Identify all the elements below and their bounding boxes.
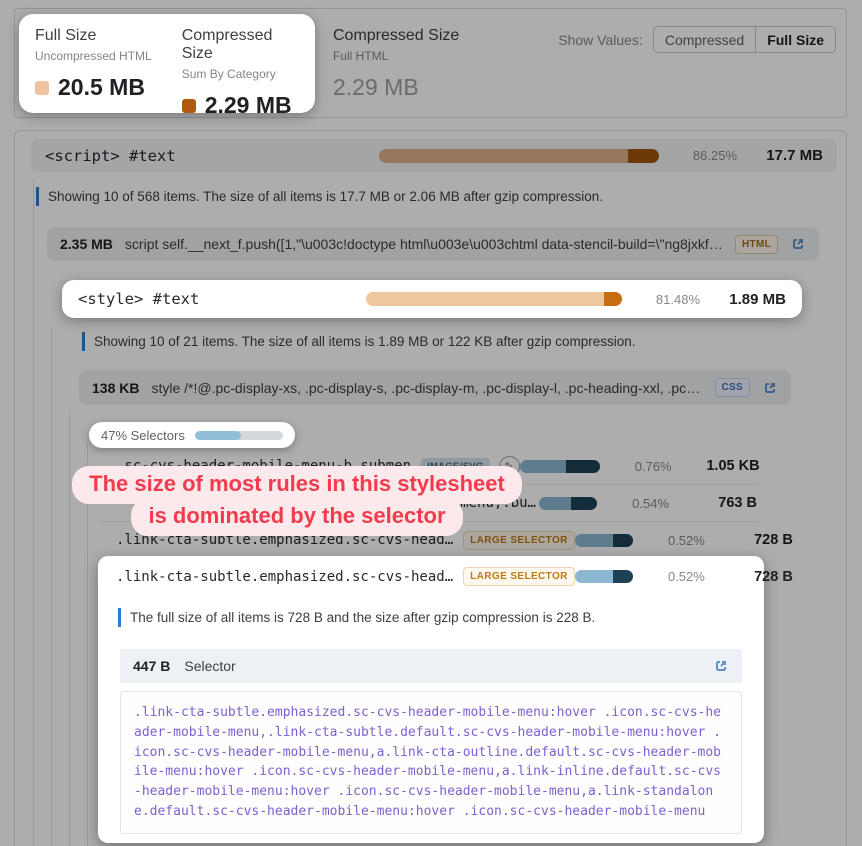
rule-row[interactable]: .link-cta-subtle.emphasized.sc-cvs-head…… (99, 522, 793, 559)
rule-size: 763 B (718, 495, 757, 511)
css-badge: CSS (714, 378, 750, 397)
indent-guide (51, 327, 52, 846)
selector-label: Selector (184, 658, 236, 674)
large-selector-badge: LARGE SELECTOR (463, 530, 575, 550)
rule-percent: 0.52% (667, 532, 705, 548)
indent-guide (87, 443, 88, 846)
html-badge: HTML (735, 234, 778, 254)
tooltip-line: is dominated by the selector (131, 498, 463, 536)
selector-size: 447 B (133, 658, 171, 674)
rule-size: 728 B (754, 532, 793, 548)
show-values-control: Show Values: Compressed Full Size (558, 26, 836, 53)
items-note: Showing 10 of 21 items. The size of all … (82, 332, 636, 351)
toggle-compressed[interactable]: Compressed (654, 27, 755, 52)
stat-value: 2.29 MB (333, 74, 419, 100)
summary-bar: Full Size Uncompressed HTML 20.5 MB Comp… (14, 8, 847, 118)
rule-selector: .link-cta-subtle.emphasized.sc-cvs-head… (116, 568, 454, 585)
group-name: <script> #text (45, 146, 176, 165)
stat-subtitle: Sum By Category (181, 67, 276, 81)
ratio-bar (194, 430, 283, 440)
stat-full-size: Full Size Uncompressed HTML 20.5 MB (35, 27, 152, 100)
size-bar (379, 148, 659, 163)
large-selector-badge: LARGE SELECTOR (463, 567, 575, 586)
stat-compressed-sum: Compressed Size Sum By Category 2.29 MB (181, 27, 299, 118)
group-size: 17.7 MB (766, 147, 823, 164)
items-note: Showing 10 of 568 items. The size of all… (36, 187, 603, 206)
summary-stats-card: Full Size Uncompressed HTML 20.5 MB Comp… (19, 14, 315, 118)
selector-code: .link-cta-subtle.emphasized.sc-cvs-heade… (120, 691, 742, 834)
group-percent: 86.25% (692, 148, 737, 163)
size-bar (574, 570, 633, 583)
group-size: 1.89 MB (729, 290, 786, 308)
stat-value: 20.5 MB (58, 74, 145, 100)
selected-rule-detail-card: .link-cta-subtle.emphasized.sc-cvs-head…… (98, 556, 793, 843)
show-values-label: Show Values: (558, 31, 643, 48)
rule-percent: 0.76% (634, 458, 672, 474)
indent-guide (69, 411, 70, 846)
rule-percent: 0.54% (632, 495, 669, 511)
selector-detail-header: 447 B Selector (120, 649, 742, 683)
show-values-segmented: Compressed Full Size (652, 26, 836, 53)
stat-title: Full Size (35, 27, 97, 44)
group-row-script[interactable]: <script> #text 86.25% 17.7 MB (31, 139, 837, 172)
stat-title: Compressed Size (181, 27, 273, 62)
group-percent: 81.48% (655, 291, 700, 307)
indent-guide (33, 179, 34, 846)
toggle-full-size[interactable]: Full Size (755, 27, 835, 52)
stat-value: 2.29 MB (204, 92, 292, 118)
selectors-ratio-pill: 47% Selectors (89, 422, 295, 448)
rule-row-selected[interactable]: .link-cta-subtle.emphasized.sc-cvs-head…… (98, 556, 793, 595)
stat-subtitle: Uncompressed HTML (35, 49, 152, 63)
size-bar (539, 496, 597, 510)
tree-panel: <script> #text 86.25% 17.7 MB Showing 10… (14, 130, 847, 846)
stat-compressed-full: Compressed Size Full HTML 2.29 MB (333, 27, 459, 101)
rule-size: 728 B (754, 568, 793, 585)
pill-label: 47% Selectors (101, 427, 185, 443)
size-bar (574, 533, 633, 547)
rule-percent: 0.52% (667, 569, 705, 584)
stat-subtitle: Full HTML (333, 49, 389, 63)
group-name: <style> #text (78, 290, 200, 308)
external-link-icon[interactable] (713, 658, 729, 674)
external-link-icon[interactable] (790, 236, 806, 252)
size-bar (366, 292, 622, 306)
external-link-icon[interactable] (762, 380, 778, 396)
stat-title: Compressed Size (333, 27, 460, 44)
item-row-css[interactable]: 138 KB style /*!@.pc-display-xs, .pc-dis… (79, 370, 791, 405)
group-row-style[interactable]: <style> #text 81.48% 1.89 MB (62, 280, 802, 318)
compressed-size-swatch (181, 98, 196, 113)
rule-note: The full size of all items is 728 B and … (118, 608, 595, 627)
rule-size: 1.05 KB (706, 458, 760, 474)
item-row-script[interactable]: 2.35 MB script self.__next_f.push([1,"\u… (47, 227, 819, 261)
item-size: 2.35 MB (60, 236, 113, 252)
item-size: 138 KB (92, 379, 140, 396)
rule-selector: .link-cta-subtle.emphasized.sc-cvs-head… (116, 532, 454, 548)
size-bar (519, 459, 600, 473)
full-size-swatch (35, 80, 49, 95)
tooltip-line: The size of most rules in this styleshee… (72, 466, 522, 504)
coach-tooltip: The size of most rules in this styleshee… (62, 466, 532, 536)
